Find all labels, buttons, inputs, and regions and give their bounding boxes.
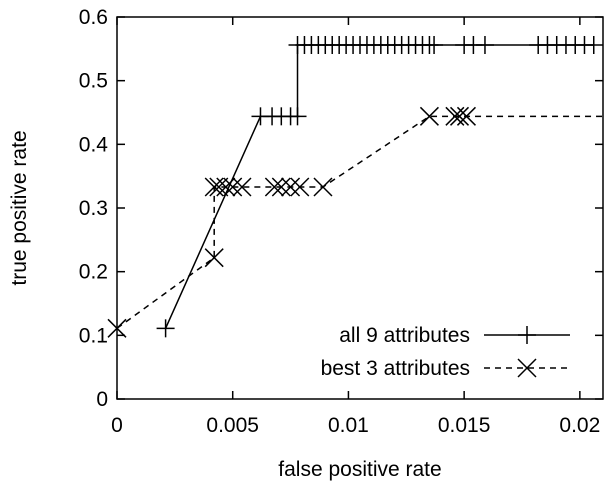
x-axis-title: false positive rate — [278, 458, 441, 481]
y-tick-label: 0.5 — [79, 70, 108, 93]
x-tick-label: 0 — [111, 414, 123, 437]
legend-entry: all 9 attributes — [339, 324, 570, 347]
series-2-point — [271, 177, 291, 197]
y-tick-label: 0.4 — [79, 133, 109, 156]
legend-label: best 3 attributes — [321, 357, 470, 380]
series-2-point — [209, 177, 229, 197]
series-2-point — [216, 177, 236, 197]
y-axis-title: true positive rate — [8, 130, 31, 285]
series-line-1 — [164, 44, 594, 329]
series-1-point — [475, 36, 494, 55]
series-2-point — [232, 177, 252, 197]
legend: all 9 attributes best 3 attributes — [321, 324, 570, 380]
series-2-point — [419, 106, 439, 126]
x-tick-label: 0.01 — [328, 414, 369, 437]
legend-entry: best 3 attributes — [321, 357, 570, 380]
x-tick-label: 0.015 — [438, 414, 491, 437]
series-line-2 — [116, 115, 603, 329]
series-1-point — [288, 107, 307, 126]
axes: 0 0.005 0.01 0.015 0.02 0 0.1 0.2 0.3 0.4 0.5 0.6 — [79, 6, 603, 437]
series-1-point — [584, 36, 603, 55]
series-2-point — [456, 106, 476, 126]
y-tick-label: 0.6 — [79, 6, 108, 29]
series-2-point — [223, 177, 243, 197]
series-2-point — [290, 177, 310, 197]
legend-marker — [518, 326, 536, 344]
series-1-point — [425, 36, 444, 55]
x-tick-label: 0.005 — [206, 414, 259, 437]
x-tick-label: 0.02 — [559, 414, 600, 437]
series-1-point — [156, 319, 175, 338]
series-2-point — [281, 177, 301, 197]
y-tick-label: 0.2 — [79, 261, 108, 284]
y-tick-label: 0 — [96, 388, 108, 411]
y-tick-label: 0.1 — [79, 324, 108, 347]
series-2-point — [264, 177, 284, 197]
series-2-point — [204, 248, 224, 268]
y-tick-label: 0.3 — [79, 197, 108, 220]
legend-marker — [517, 358, 537, 378]
plot-marks — [107, 36, 603, 338]
series-2-point — [313, 177, 333, 197]
legend-label: all 9 attributes — [339, 324, 470, 347]
series-2-point — [449, 106, 470, 126]
